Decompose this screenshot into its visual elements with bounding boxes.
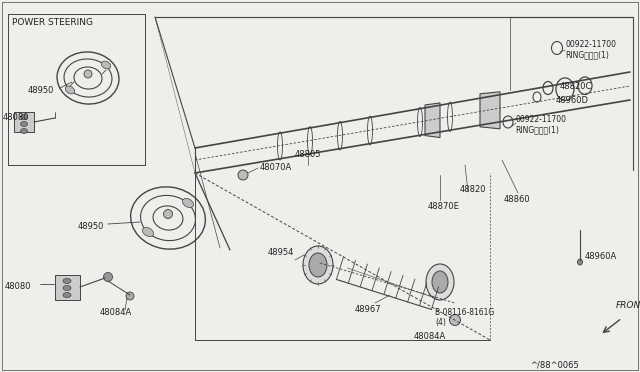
Text: 48084A: 48084A [414, 332, 446, 341]
Text: 48950: 48950 [78, 222, 104, 231]
Text: POWER STEERING: POWER STEERING [12, 18, 93, 27]
Ellipse shape [163, 209, 173, 218]
Text: 48070A: 48070A [260, 164, 292, 173]
Text: 48820: 48820 [460, 185, 486, 194]
Ellipse shape [303, 246, 333, 284]
Ellipse shape [63, 285, 71, 291]
Text: ^/88^0065: ^/88^0065 [530, 360, 579, 369]
Text: FRONT: FRONT [616, 301, 640, 310]
Ellipse shape [238, 170, 248, 180]
Ellipse shape [20, 128, 28, 134]
Ellipse shape [449, 314, 461, 326]
Text: 48805: 48805 [295, 150, 321, 159]
Text: 48967: 48967 [355, 305, 381, 314]
Text: 48950: 48950 [28, 86, 54, 95]
Text: 00922-11700
RINGリング(1): 00922-11700 RINGリング(1) [565, 40, 616, 60]
Text: 48954: 48954 [268, 248, 294, 257]
Polygon shape [480, 92, 500, 129]
Ellipse shape [84, 70, 92, 78]
Ellipse shape [143, 227, 154, 237]
Polygon shape [55, 275, 80, 300]
Ellipse shape [426, 264, 454, 300]
Ellipse shape [182, 198, 193, 208]
Polygon shape [425, 103, 440, 138]
Text: 48960A: 48960A [585, 252, 617, 261]
Ellipse shape [20, 115, 28, 119]
Ellipse shape [432, 271, 448, 293]
Ellipse shape [577, 259, 582, 265]
Ellipse shape [63, 292, 71, 298]
Ellipse shape [20, 122, 28, 126]
Text: 48080: 48080 [3, 113, 29, 122]
Ellipse shape [104, 273, 113, 282]
Text: 48960D: 48960D [556, 96, 589, 105]
Ellipse shape [63, 279, 71, 283]
Text: 48080: 48080 [5, 282, 31, 291]
Ellipse shape [65, 86, 75, 94]
Text: 48870E: 48870E [428, 202, 460, 211]
Polygon shape [14, 112, 34, 132]
Text: 48820C: 48820C [560, 82, 593, 91]
Text: B 08116-8161G
(4): B 08116-8161G (4) [435, 308, 494, 327]
Ellipse shape [101, 61, 111, 69]
Ellipse shape [126, 292, 134, 300]
Text: 48860: 48860 [504, 195, 531, 204]
Text: 48084A: 48084A [100, 308, 132, 317]
Text: 00922-11700
RINGリング(1): 00922-11700 RINGリング(1) [515, 115, 566, 134]
Ellipse shape [309, 253, 327, 277]
